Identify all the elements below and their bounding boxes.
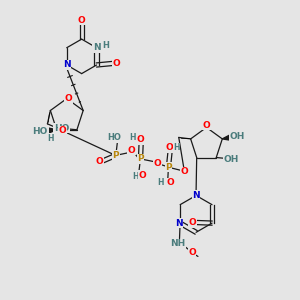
Text: HO: HO (108, 133, 122, 142)
Text: N: N (192, 191, 200, 200)
Text: O: O (95, 158, 103, 166)
Text: O: O (136, 135, 144, 144)
Text: O: O (58, 126, 66, 135)
Text: P: P (112, 151, 119, 160)
Text: NH: NH (170, 239, 186, 248)
Text: H: H (132, 172, 138, 181)
Text: H: H (173, 143, 180, 152)
Text: O: O (112, 59, 120, 68)
Text: H: H (47, 134, 54, 142)
Text: N: N (175, 219, 182, 228)
Text: OH: OH (224, 154, 239, 164)
Text: O: O (188, 218, 196, 227)
Text: H: H (103, 41, 110, 50)
Text: O: O (188, 248, 196, 257)
Polygon shape (222, 134, 232, 140)
Polygon shape (47, 128, 57, 134)
Text: O: O (166, 178, 174, 187)
Text: O: O (153, 159, 161, 168)
Text: O: O (64, 94, 72, 103)
Text: N: N (93, 43, 101, 52)
Text: O: O (165, 143, 173, 152)
Text: P: P (165, 163, 172, 172)
Text: H: H (158, 178, 164, 187)
Text: N: N (63, 61, 70, 70)
Text: HO: HO (54, 124, 69, 133)
Text: O: O (78, 16, 86, 25)
Text: O: O (181, 167, 188, 176)
Text: O: O (202, 121, 210, 130)
Text: OH: OH (230, 132, 245, 141)
Text: P: P (137, 154, 144, 164)
Text: O: O (138, 171, 146, 180)
Text: H: H (129, 133, 135, 142)
Text: O: O (128, 146, 136, 154)
Text: HO: HO (33, 127, 48, 136)
